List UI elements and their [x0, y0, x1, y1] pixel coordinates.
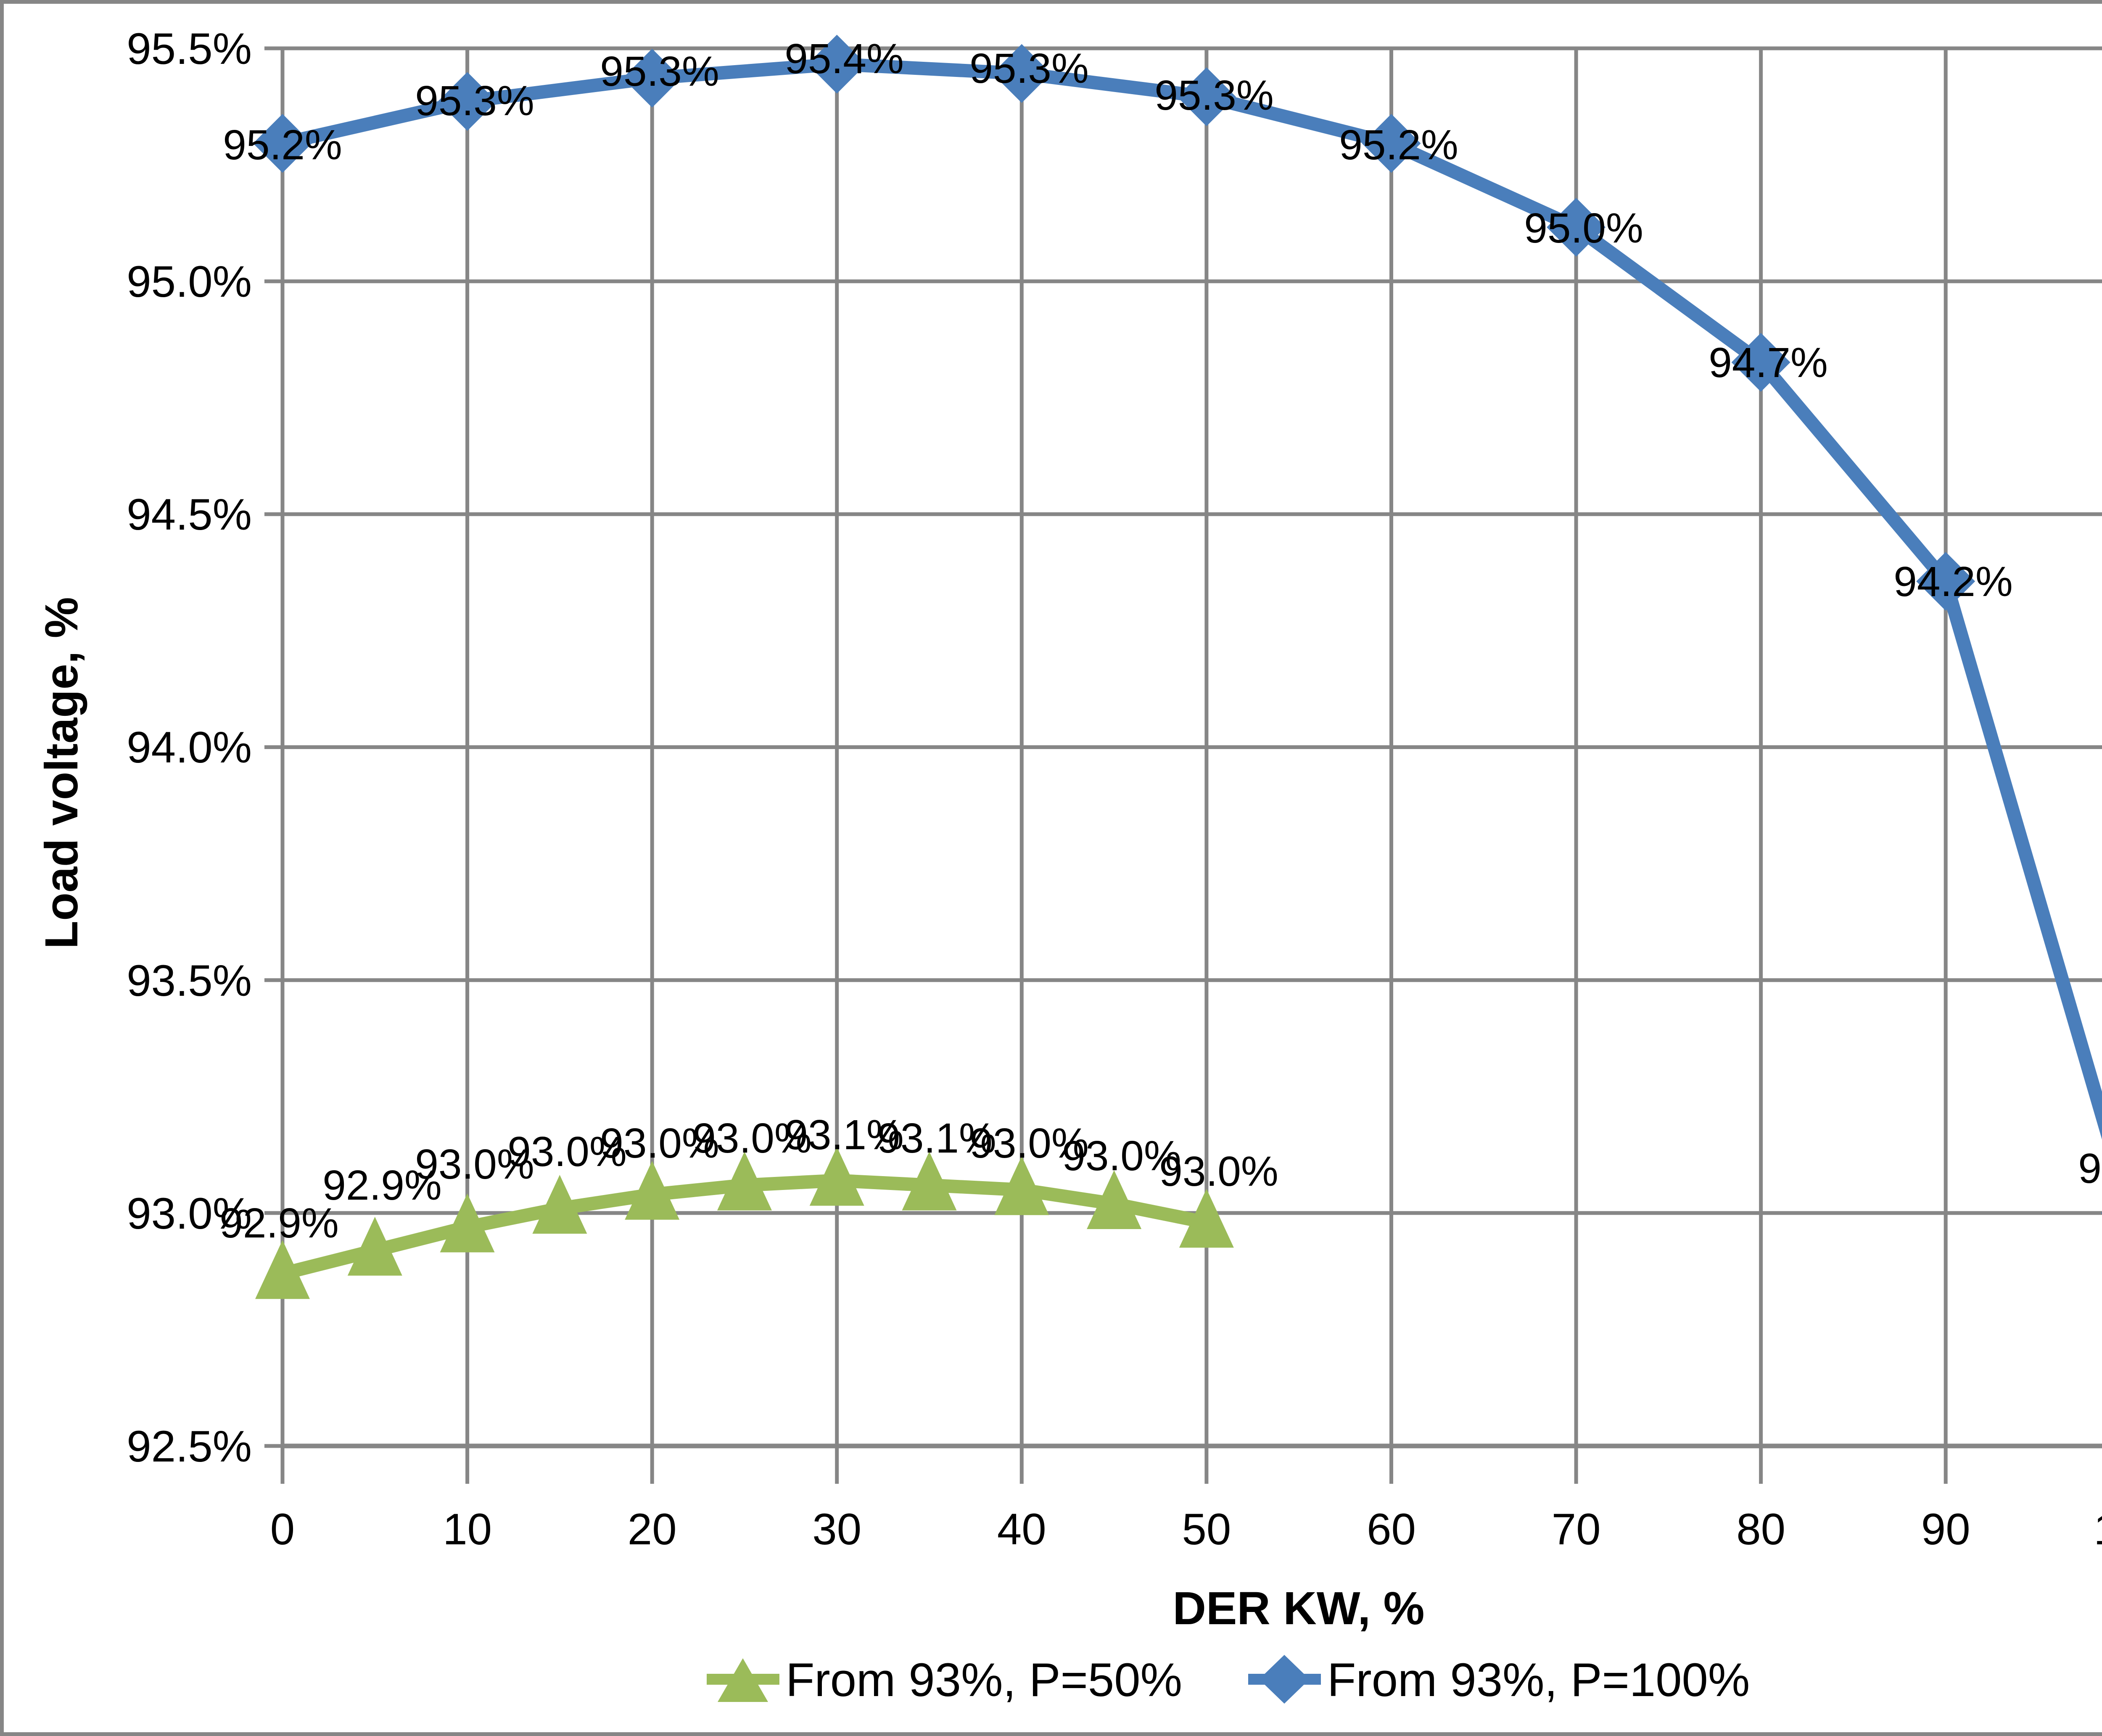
series-blue-markers	[253, 34, 2102, 1214]
y-tick-label-95.5: 95.5%	[127, 24, 252, 74]
y-axis-title: Load voltage, %	[36, 597, 87, 949]
marker-diamond	[1916, 552, 1975, 611]
marker-diamond	[1177, 67, 1236, 127]
marker-triangle	[1087, 1170, 1142, 1229]
series-green-markers	[255, 1147, 1234, 1299]
x-axis-ticks	[280, 1446, 1948, 1484]
data-label-green-4: 93.0%	[600, 1120, 719, 1167]
x-tick-label-20: 20	[628, 1505, 677, 1554]
data-label-green-7: 93.1%	[877, 1115, 996, 1162]
legend-diamond-icon	[1259, 1655, 1310, 1704]
data-label-blue-1: 95.3%	[415, 77, 534, 124]
marker-triangle	[255, 1240, 310, 1299]
data-label-green-10: 93.0%	[1159, 1148, 1278, 1195]
legend-label-p50: From 93%, P=50%	[786, 1654, 1182, 1706]
data-label-green-1: 92.9%	[322, 1162, 442, 1209]
x-tick-label-80: 80	[1736, 1505, 1785, 1554]
data-label-green-9: 93.0%	[1062, 1132, 1181, 1179]
x-tick-labels: 0 10 20 30 40 50 60 70 80 90 100 110	[270, 1505, 2102, 1554]
y-tick-label-95.0: 95.0%	[127, 257, 252, 306]
marker-triangle	[625, 1161, 680, 1220]
blue-data-labels: 95.2% 95.3% 95.3% 95.4% 95.3% 95.3% 95.2…	[223, 35, 2102, 1192]
y-tick-label-94.0: 94.0%	[127, 723, 252, 772]
data-label-blue-2: 95.3%	[600, 48, 719, 95]
data-label-green-6: 93.1%	[784, 1111, 904, 1158]
x-tick-label-10: 10	[443, 1505, 492, 1554]
data-label-green-5: 93.0%	[692, 1115, 812, 1162]
marker-triangle	[994, 1156, 1049, 1215]
x-tick-label-70: 70	[1552, 1505, 1601, 1554]
line-chart: 95.5% 95.0% 94.5% 94.0% 93.5% 93.0% 92.5…	[36, 24, 2102, 1706]
x-axis-title: DER KW, %	[1173, 1583, 1425, 1634]
chart-legend: From 93%, P=50% From 93%, P=100%	[707, 1654, 1750, 1706]
data-label-blue-5: 95.3%	[1154, 72, 1274, 119]
marker-triangle	[1179, 1189, 1234, 1248]
green-data-labels: 92.9% 92.9% 93.0% 93.0% 93.0% 93.0% 93.1…	[219, 1111, 1278, 1247]
legend-item-p100[interactable]: From 93%, P=100%	[1248, 1654, 1750, 1706]
x-tick-label-30: 30	[812, 1505, 861, 1554]
marker-diamond	[253, 114, 312, 173]
data-label-green-0: 92.9%	[219, 1200, 339, 1247]
data-label-blue-9: 94.2%	[1893, 558, 2013, 605]
marker-triangle	[532, 1175, 587, 1234]
legend-item-p50[interactable]: From 93%, P=50%	[707, 1654, 1182, 1706]
marker-triangle	[717, 1151, 772, 1211]
x-tick-label-90: 90	[1921, 1505, 1970, 1554]
marker-diamond	[623, 48, 682, 108]
x-tick-label-60: 60	[1367, 1505, 1416, 1554]
marker-diamond	[2101, 1212, 2102, 1214]
series-blue-p100	[253, 34, 2102, 1214]
marker-diamond	[807, 34, 866, 94]
marker-triangle	[347, 1216, 402, 1276]
legend-label-p100: From 93%, P=100%	[1327, 1654, 1750, 1706]
x-tick-label-40: 40	[997, 1505, 1046, 1554]
marker-diamond	[1731, 333, 1790, 392]
data-label-blue-3: 95.4%	[784, 35, 904, 82]
marker-diamond	[438, 72, 497, 131]
marker-triangle	[902, 1151, 957, 1211]
legend-triangle-icon	[718, 1658, 768, 1702]
data-label-green-3: 93.0%	[507, 1128, 627, 1175]
marker-diamond	[1547, 198, 1606, 257]
y-tick-labels: 95.5% 95.0% 94.5% 94.0% 93.5% 93.0% 92.5…	[127, 24, 252, 1471]
x-tick-label-0: 0	[270, 1505, 295, 1554]
marker-diamond	[1362, 114, 1421, 173]
y-tick-label-93.5: 93.5%	[127, 956, 252, 1005]
data-label-blue-0: 95.2%	[223, 121, 342, 169]
data-label-blue-8: 94.7%	[1709, 339, 1828, 386]
marker-diamond	[992, 44, 1051, 103]
data-label-blue-7: 95.0%	[1524, 205, 1643, 252]
x-tick-label-50: 50	[1182, 1505, 1231, 1554]
data-label-blue-6: 95.2%	[1339, 121, 1458, 169]
y-tick-label-93.0: 93.0%	[127, 1189, 252, 1238]
y-tick-label-92.5: 92.5%	[127, 1422, 252, 1471]
data-label-blue-10: 93.0%	[2078, 1145, 2102, 1192]
data-label-green-2: 93.0%	[415, 1141, 534, 1188]
data-label-blue-4: 95.3%	[969, 45, 1089, 92]
marker-triangle	[809, 1147, 864, 1206]
x-tick-label-100: 100	[2094, 1505, 2102, 1554]
series-green-p50	[255, 1147, 1234, 1299]
data-label-green-8: 93.0%	[969, 1120, 1089, 1167]
y-tick-label-94.5: 94.5%	[127, 490, 252, 539]
marker-triangle	[440, 1193, 495, 1253]
y-axis-ticks	[264, 46, 283, 1448]
